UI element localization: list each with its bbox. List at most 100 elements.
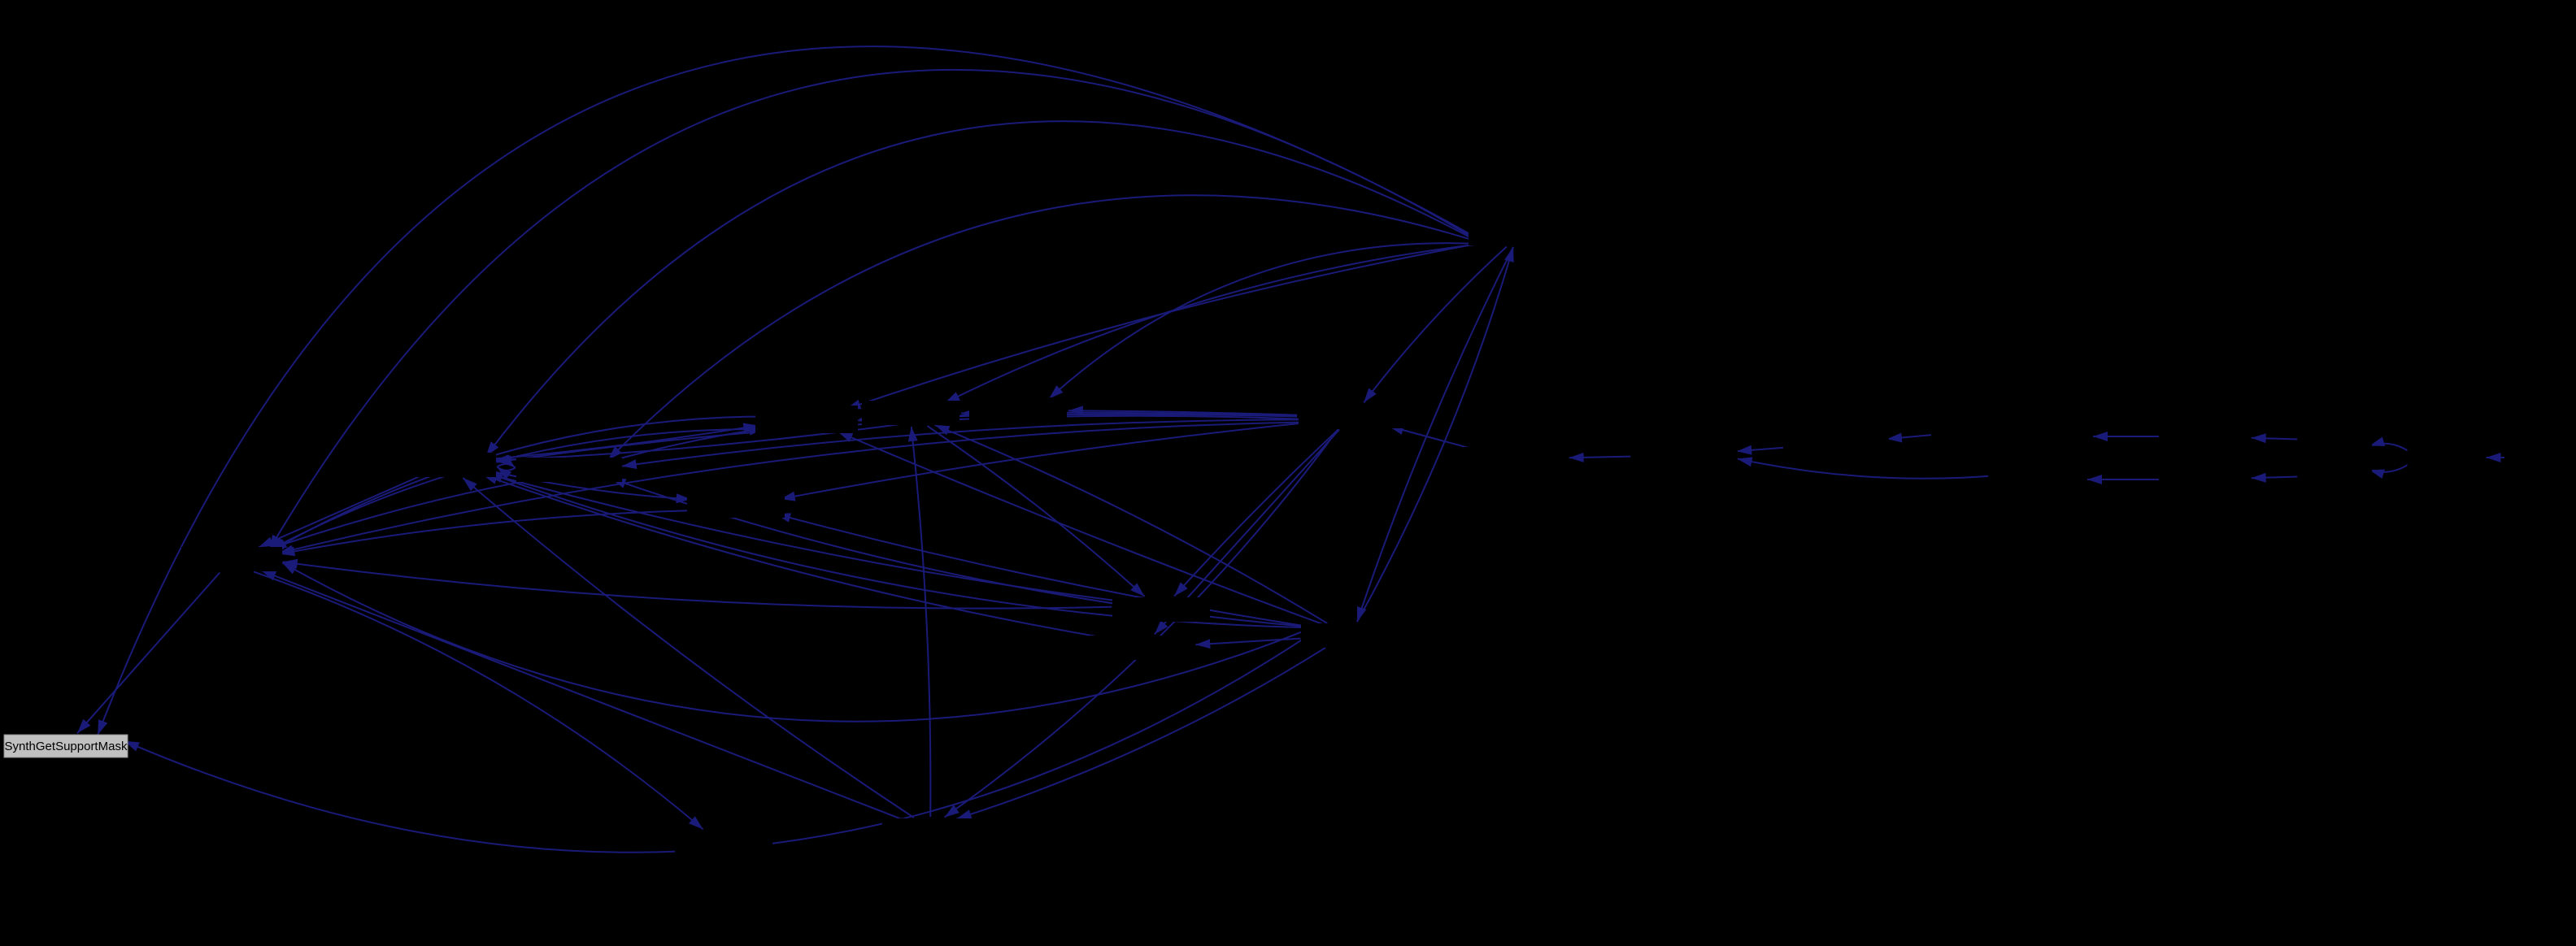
graph-node-hidden bbox=[862, 401, 959, 425]
graph-edge bbox=[1195, 637, 1301, 646]
graph-edge bbox=[491, 470, 691, 501]
arrowhead-icon bbox=[1737, 457, 1753, 467]
arrowhead-icon bbox=[1195, 639, 1211, 649]
graph-edge bbox=[268, 479, 532, 550]
arrowhead-icon bbox=[124, 740, 140, 752]
graph-edge bbox=[1068, 410, 1298, 416]
edge-layer bbox=[76, 46, 2505, 853]
graph-node-hidden bbox=[755, 406, 858, 433]
arrowhead-icon bbox=[259, 536, 274, 548]
graph-edge bbox=[956, 646, 1326, 820]
graph-edge bbox=[486, 472, 1121, 602]
arrowhead-icon bbox=[485, 441, 499, 457]
graph-edge bbox=[253, 571, 704, 831]
graph-edge bbox=[1356, 246, 1514, 623]
arrowhead-icon bbox=[944, 805, 959, 818]
node-synthgetsupportmask[interactable]: SynthGetSupportMask bbox=[3, 734, 128, 758]
arrowhead-icon bbox=[2251, 472, 2266, 483]
arrowhead-icon bbox=[838, 432, 854, 442]
graph-edge bbox=[492, 424, 759, 460]
graph-edge bbox=[280, 510, 690, 555]
graph-node-hidden bbox=[2407, 446, 2485, 469]
arrowhead-icon bbox=[1504, 246, 1514, 263]
graph-edge bbox=[846, 241, 1482, 410]
graph-node-hidden bbox=[1783, 432, 1889, 456]
arrowhead-icon bbox=[1737, 445, 1752, 455]
arrowhead-icon bbox=[956, 809, 973, 819]
graph-edge bbox=[1363, 245, 1508, 404]
graph-node-hidden bbox=[1994, 425, 2091, 448]
graph-node-hidden bbox=[395, 453, 496, 477]
arrowhead-icon bbox=[1154, 620, 1168, 635]
graph-edge bbox=[775, 513, 1312, 628]
graph-edge bbox=[278, 421, 1303, 554]
arrowhead-icon bbox=[494, 454, 510, 465]
graph-node-hidden bbox=[181, 547, 282, 571]
arrowhead-icon bbox=[77, 718, 91, 734]
graph-node-hidden bbox=[1112, 597, 1210, 622]
arrowhead-icon bbox=[2093, 432, 2108, 441]
graph-node-hidden bbox=[1469, 221, 1569, 245]
graph-edge bbox=[260, 570, 903, 821]
graph-node-hidden bbox=[2160, 425, 2250, 448]
graph-node-hidden bbox=[2160, 468, 2250, 491]
node-box bbox=[3, 734, 128, 758]
graph-edge bbox=[462, 477, 915, 818]
graph-node-hidden bbox=[1299, 404, 1404, 428]
graph-edge bbox=[482, 474, 1105, 639]
graph-node-hidden bbox=[882, 818, 980, 843]
arrowhead-icon bbox=[907, 427, 918, 442]
graph-node-hidden bbox=[1454, 447, 1568, 471]
graph-node-hidden bbox=[2299, 465, 2372, 486]
graph-edge bbox=[272, 415, 872, 552]
arrowhead-icon bbox=[98, 719, 108, 736]
graph-edge bbox=[269, 428, 767, 551]
arrowhead-icon bbox=[676, 493, 691, 504]
arrowhead-icon bbox=[2369, 436, 2386, 446]
graph-edge bbox=[76, 571, 221, 734]
graph-node-hidden bbox=[2506, 446, 2571, 469]
arrowhead-icon bbox=[1068, 406, 1083, 416]
graph-edge bbox=[838, 431, 1323, 625]
graph-node-hidden bbox=[2299, 430, 2372, 451]
graph-node-hidden bbox=[1632, 443, 1738, 467]
graph-node-hidden bbox=[675, 830, 772, 853]
graph-node-hidden bbox=[1301, 623, 1402, 648]
arrowhead-icon bbox=[2486, 453, 2501, 462]
graph-edge bbox=[268, 68, 1482, 550]
arrowhead-icon bbox=[282, 558, 298, 569]
arrowhead-icon bbox=[1364, 388, 1377, 403]
graph-edge bbox=[621, 419, 1299, 467]
arrowhead-icon bbox=[2369, 469, 2385, 479]
graph-edge bbox=[97, 46, 1488, 736]
graph-edge bbox=[1737, 458, 1989, 480]
arrowhead-icon bbox=[1174, 582, 1188, 597]
arrowhead-icon bbox=[1569, 452, 1584, 462]
arrowhead-icon bbox=[934, 424, 951, 436]
arrowhead-icon bbox=[1049, 385, 1064, 399]
graph-edge bbox=[780, 422, 1305, 500]
graph-edge bbox=[485, 120, 1479, 457]
graph-edge bbox=[926, 425, 1146, 597]
graph-edge bbox=[611, 427, 764, 462]
graph-edge bbox=[282, 561, 1112, 610]
graph-node-hidden bbox=[687, 493, 785, 518]
arrowhead-icon bbox=[280, 546, 296, 557]
graph-edge bbox=[487, 471, 1309, 629]
graph-edge bbox=[607, 194, 1482, 461]
arrowhead-icon bbox=[2087, 475, 2102, 484]
arrowhead-icon bbox=[1130, 583, 1145, 597]
node-label: SynthGetSupportMask bbox=[5, 740, 128, 753]
arrowhead-icon bbox=[621, 459, 637, 470]
graph-edge bbox=[1173, 428, 1339, 597]
graph-edge bbox=[1048, 242, 1488, 400]
graph-node-hidden bbox=[1090, 636, 1195, 660]
graph-node-hidden bbox=[969, 397, 1067, 422]
graph-edge bbox=[934, 423, 1328, 624]
arrowhead-icon bbox=[2251, 433, 2266, 444]
graph-node-hidden bbox=[1988, 468, 2086, 491]
arrowhead-icon bbox=[463, 478, 477, 492]
graph-edge bbox=[1356, 246, 1514, 623]
arrowhead-icon bbox=[1886, 432, 1903, 443]
